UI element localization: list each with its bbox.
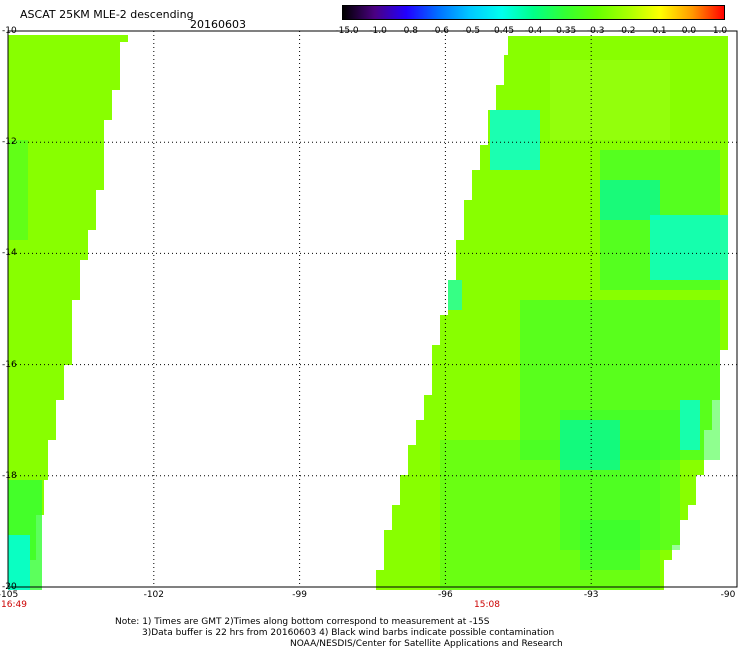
x-tick-label: -96 — [438, 590, 453, 600]
right-swath-patch — [580, 520, 640, 570]
map-title: ASCAT 25KM MLE-2 descending — [20, 8, 194, 21]
right-swath-patch — [600, 180, 660, 220]
colorbar — [342, 5, 725, 20]
y-tick-label: -12 — [2, 137, 17, 148]
right-swath-patch — [550, 60, 670, 140]
x-tick-label: -93 — [583, 590, 599, 600]
left-swath-patch — [8, 140, 28, 240]
y-tick-label: -18 — [2, 470, 17, 481]
note-line-2: 3)Data buffer is 22 hrs from 20160603 4)… — [142, 628, 555, 638]
map-date: 20160603 — [190, 18, 246, 31]
right-swath-patch — [650, 215, 728, 280]
x-tick-label: -99 — [292, 590, 307, 600]
right-swath — [376, 36, 728, 590]
note-line-3: NOAA/NESDIS/Center for Satellite Applica… — [290, 639, 563, 649]
right-swath-patch — [680, 400, 700, 450]
right-swath-patch — [560, 420, 620, 470]
x-tick-label: -90 — [720, 590, 736, 600]
note-line-1: Note: 1) Times are GMT 2)Times along bot… — [115, 617, 490, 627]
left-swath — [8, 35, 128, 590]
y-tick-label: -20 — [2, 582, 17, 592]
left-swath-time: 16:49 — [1, 600, 27, 610]
left-swath-patch — [8, 535, 30, 590]
x-tick-label: -105 — [0, 590, 19, 600]
y-tick-label: -14 — [2, 248, 17, 259]
plot-frame — [7, 30, 738, 588]
right-swath-patch — [490, 110, 540, 170]
right-swath-time: 15:08 — [474, 600, 500, 610]
y-tick-label: -16 — [2, 359, 17, 370]
right-swath-patch — [448, 280, 462, 310]
x-tick-label: -102 — [143, 590, 165, 600]
left-swath-area — [8, 35, 128, 590]
y-tick-label: -10 — [2, 26, 17, 36]
